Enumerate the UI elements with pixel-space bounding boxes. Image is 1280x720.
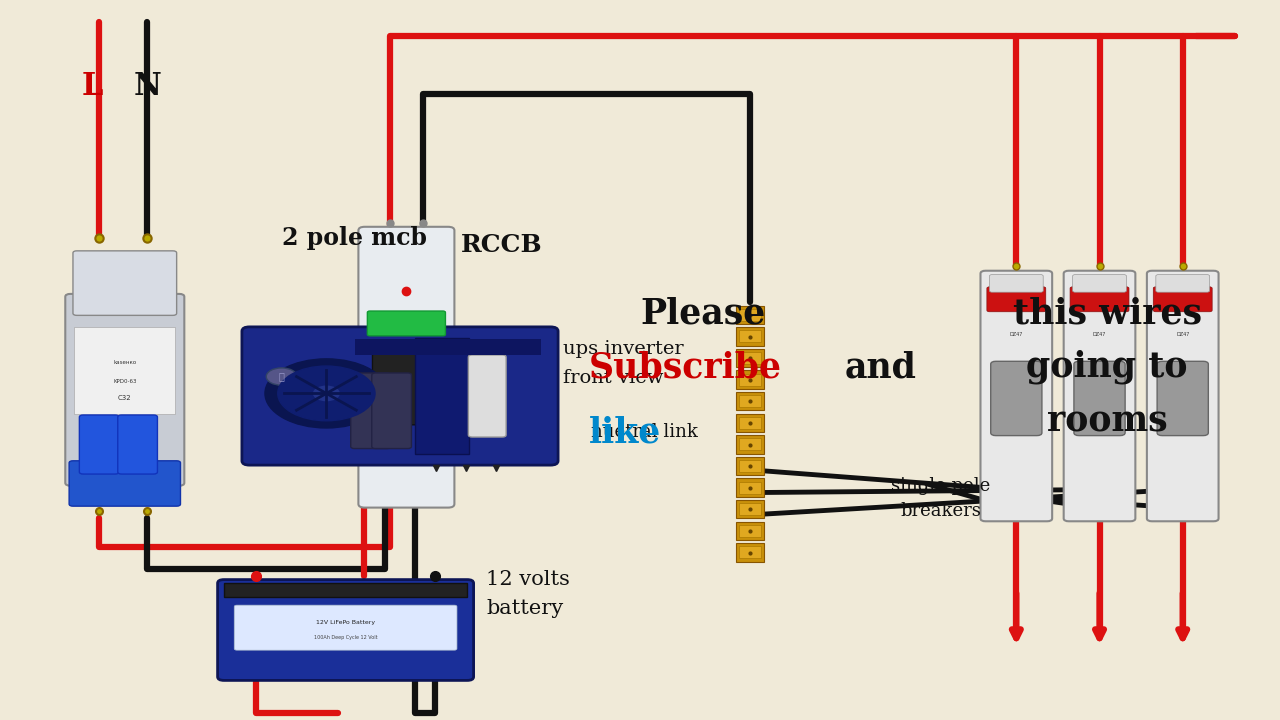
- FancyBboxPatch shape: [218, 580, 474, 680]
- Bar: [739, 309, 762, 321]
- Bar: [415, 338, 470, 454]
- FancyBboxPatch shape: [1064, 271, 1135, 521]
- Bar: [739, 374, 762, 386]
- Circle shape: [265, 359, 388, 428]
- Text: battery: battery: [486, 599, 563, 618]
- Bar: [355, 339, 541, 354]
- FancyBboxPatch shape: [1153, 287, 1212, 312]
- FancyBboxPatch shape: [74, 327, 175, 415]
- FancyBboxPatch shape: [989, 274, 1043, 292]
- Text: 2 pole mcb: 2 pole mcb: [282, 225, 426, 250]
- FancyBboxPatch shape: [367, 311, 445, 336]
- Text: Subscribe: Subscribe: [589, 350, 782, 384]
- Bar: [739, 525, 762, 537]
- FancyBboxPatch shape: [1157, 361, 1208, 436]
- Text: ups inverter: ups inverter: [563, 341, 684, 359]
- Circle shape: [266, 368, 297, 385]
- FancyBboxPatch shape: [65, 294, 184, 486]
- Text: breakers: breakers: [900, 503, 982, 520]
- Text: DZ47: DZ47: [1176, 333, 1189, 337]
- Bar: [736, 392, 764, 410]
- FancyBboxPatch shape: [1074, 361, 1125, 436]
- Bar: [736, 328, 764, 346]
- FancyBboxPatch shape: [1073, 274, 1126, 292]
- Text: C32: C32: [118, 395, 132, 401]
- Text: rooms: rooms: [1047, 404, 1167, 438]
- Text: this wires: this wires: [1012, 296, 1202, 330]
- Bar: [736, 371, 764, 389]
- Text: ⏻: ⏻: [279, 372, 284, 382]
- Bar: [736, 435, 764, 454]
- FancyBboxPatch shape: [980, 271, 1052, 521]
- FancyBboxPatch shape: [118, 415, 157, 474]
- Bar: [736, 457, 764, 475]
- FancyBboxPatch shape: [69, 461, 180, 506]
- Text: L: L: [82, 71, 102, 102]
- Text: N: N: [133, 71, 161, 102]
- Bar: [739, 417, 762, 429]
- FancyBboxPatch shape: [987, 287, 1046, 312]
- Text: like: like: [589, 415, 660, 449]
- Text: DZ47: DZ47: [1010, 333, 1023, 337]
- Bar: [739, 352, 762, 364]
- Bar: [736, 349, 764, 367]
- Text: single pole: single pole: [891, 477, 991, 495]
- Bar: [739, 546, 762, 559]
- FancyBboxPatch shape: [73, 251, 177, 315]
- Bar: [739, 395, 762, 408]
- Bar: [736, 500, 764, 518]
- Text: and: and: [845, 350, 916, 384]
- Text: RCCB: RCCB: [461, 233, 543, 257]
- Bar: [739, 438, 762, 451]
- FancyBboxPatch shape: [372, 343, 440, 425]
- FancyBboxPatch shape: [234, 605, 457, 650]
- Circle shape: [278, 366, 375, 420]
- Bar: [739, 482, 762, 494]
- Text: nuetral link: nuetral link: [591, 423, 698, 441]
- FancyBboxPatch shape: [358, 227, 454, 508]
- Bar: [739, 330, 762, 343]
- Circle shape: [314, 386, 339, 400]
- FancyBboxPatch shape: [371, 373, 411, 449]
- Text: Please: Please: [640, 296, 765, 330]
- FancyBboxPatch shape: [351, 373, 390, 449]
- Text: front view: front view: [563, 369, 664, 387]
- Bar: [739, 460, 762, 472]
- FancyBboxPatch shape: [1156, 274, 1210, 292]
- Text: KPD0-63: KPD0-63: [113, 379, 137, 384]
- FancyBboxPatch shape: [1070, 287, 1129, 312]
- Bar: [224, 583, 467, 598]
- Text: kasенко: kasенко: [113, 360, 137, 365]
- Bar: [736, 413, 764, 432]
- Text: 12 volts: 12 volts: [486, 570, 571, 589]
- Bar: [736, 306, 764, 324]
- Text: 100Ah Deep Cycle 12 Volt: 100Ah Deep Cycle 12 Volt: [314, 635, 378, 640]
- FancyBboxPatch shape: [468, 355, 506, 437]
- Text: going to: going to: [1027, 350, 1188, 384]
- FancyBboxPatch shape: [79, 415, 119, 474]
- Bar: [739, 503, 762, 516]
- FancyBboxPatch shape: [991, 361, 1042, 436]
- Text: 12V LiFePo Battery: 12V LiFePo Battery: [316, 620, 375, 625]
- Bar: [736, 544, 764, 562]
- Bar: [736, 521, 764, 540]
- FancyBboxPatch shape: [242, 327, 558, 465]
- Text: DZ47: DZ47: [1093, 333, 1106, 337]
- Bar: [736, 479, 764, 497]
- FancyBboxPatch shape: [1147, 271, 1219, 521]
